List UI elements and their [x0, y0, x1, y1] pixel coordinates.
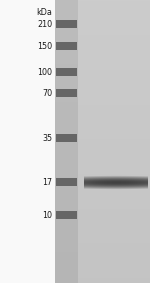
Text: kDa: kDa: [36, 8, 52, 18]
Text: 35: 35: [42, 134, 52, 143]
Text: 150: 150: [37, 42, 52, 51]
Text: 100: 100: [38, 68, 52, 77]
Text: 10: 10: [42, 211, 52, 220]
Text: 70: 70: [42, 89, 52, 98]
Text: 17: 17: [42, 178, 52, 187]
Text: 210: 210: [37, 20, 52, 29]
